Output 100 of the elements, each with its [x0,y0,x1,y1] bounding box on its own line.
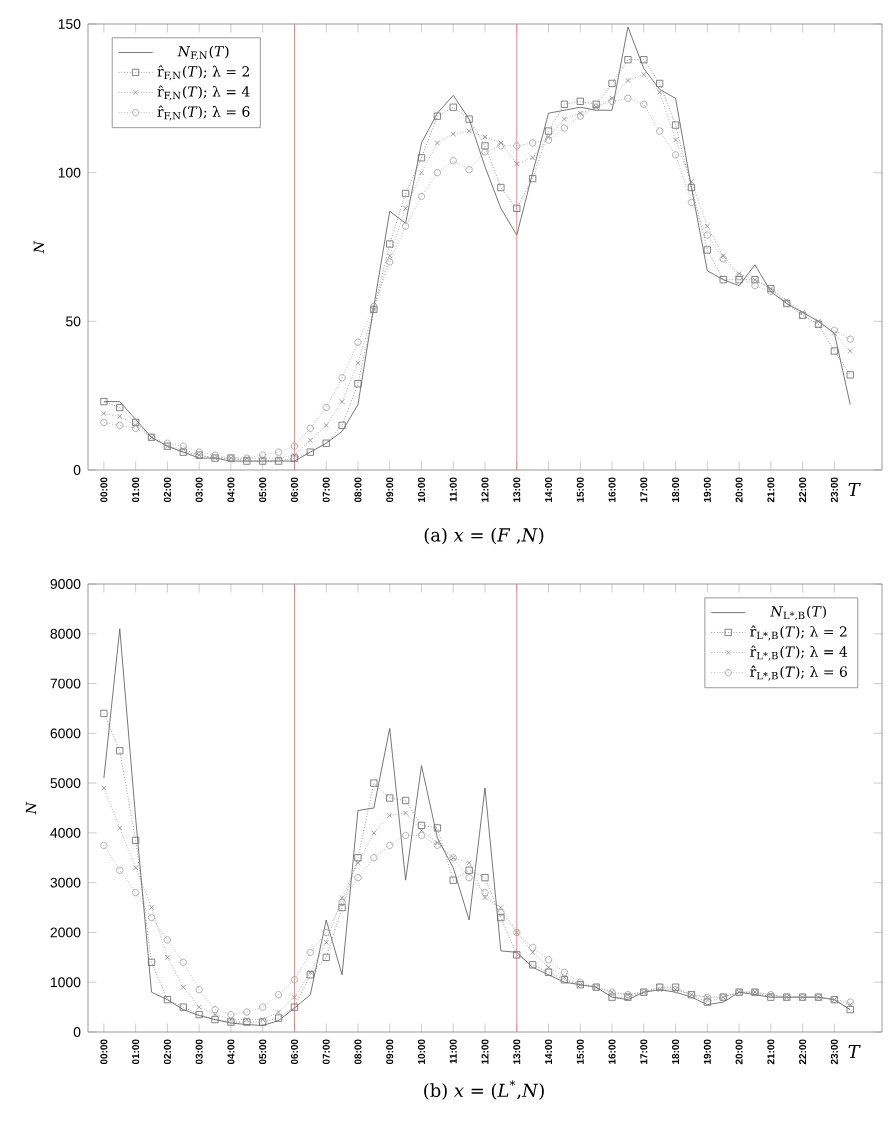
point [386,258,394,266]
point [449,157,457,165]
point [211,1015,219,1024]
point [687,183,696,192]
point [514,161,520,167]
point [322,439,330,447]
point [846,335,854,343]
point [100,841,108,849]
point [179,1003,187,1011]
point [465,166,473,174]
point [497,913,505,922]
point [274,1014,283,1022]
point [418,827,425,834]
point [830,347,838,355]
point [449,876,457,884]
point [100,418,108,427]
point [433,112,441,120]
point [465,115,473,123]
point [640,100,648,108]
point [640,56,648,64]
point [355,860,361,866]
point [402,831,410,839]
point [434,140,441,146]
point [402,189,410,198]
point [751,282,759,290]
point [529,139,537,147]
point [354,874,362,882]
point [418,170,425,176]
point [402,205,409,211]
point [117,413,123,420]
point [657,89,663,96]
point [323,422,329,429]
point [513,951,521,959]
point [466,860,472,866]
point [387,812,393,819]
point [417,831,426,839]
point [672,137,679,143]
point [147,913,156,922]
point [275,1009,282,1015]
point [846,371,854,379]
point [163,936,171,944]
point [322,953,330,961]
point [402,222,410,230]
text: (a) x = (F ,N) [424,527,544,545]
point [497,183,505,192]
point [386,841,394,849]
point [180,984,186,990]
point [132,865,139,871]
point [354,380,362,388]
point [354,854,362,862]
point [498,904,504,911]
point [339,894,345,901]
point [147,958,156,966]
point [355,360,361,366]
point [529,175,537,183]
point [306,448,314,456]
point [466,128,472,134]
point [402,796,410,805]
point [402,810,409,816]
point [544,968,553,976]
point [656,127,664,135]
point [560,100,568,108]
point [148,904,155,911]
point [482,894,488,901]
point [703,231,711,239]
point [481,874,489,882]
point [371,830,377,836]
point [227,1010,235,1019]
point [513,142,521,150]
point [687,198,696,206]
point [212,1011,218,1018]
point [290,976,299,984]
point [703,998,711,1006]
point [195,1010,203,1019]
point [671,151,680,159]
point [132,836,140,844]
point [100,709,108,718]
point [417,154,426,162]
point [290,1003,299,1011]
point [704,223,710,229]
point [116,866,124,874]
point [433,169,441,177]
point [846,1006,854,1014]
point [322,928,330,937]
point [417,192,426,201]
point [386,794,394,802]
point [387,253,393,259]
x-axis-title: T [848,1045,861,1059]
point [116,403,124,412]
point [291,994,298,1000]
text: (b) x = (L$^{*}$,N) [424,1080,544,1100]
point [608,79,616,88]
point [560,968,568,976]
point [641,71,647,78]
point [116,421,124,429]
point [370,854,378,862]
point [656,79,664,88]
point [529,943,537,951]
point [386,240,394,248]
point [100,398,108,406]
